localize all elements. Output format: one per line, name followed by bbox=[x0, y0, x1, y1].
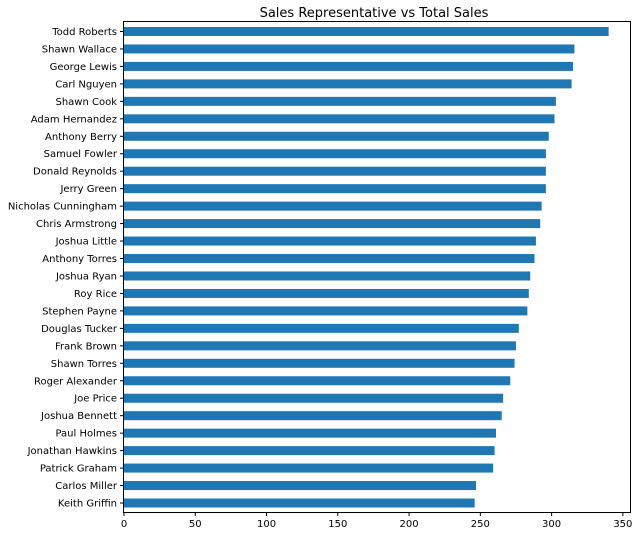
bar bbox=[124, 498, 475, 508]
y-tick-label: Nicholas Cunningham bbox=[8, 202, 117, 213]
y-tick-label: Roger Alexander bbox=[34, 376, 118, 387]
bar bbox=[124, 166, 546, 176]
x-axis-ticks: 0 50 100 150 200 250 300 350 bbox=[121, 512, 632, 530]
bar bbox=[124, 463, 494, 473]
bar bbox=[124, 149, 546, 159]
y-tick-label: Shawn Wallace bbox=[42, 44, 117, 55]
bar bbox=[124, 271, 531, 281]
x-tick-label: 200 bbox=[400, 519, 419, 530]
bar bbox=[124, 79, 572, 89]
y-tick-label: Anthony Berry bbox=[45, 132, 117, 143]
y-tick-label: George Lewis bbox=[50, 62, 117, 73]
bar bbox=[124, 201, 542, 211]
bar bbox=[124, 236, 536, 246]
y-tick-label: Todd Roberts bbox=[51, 27, 117, 38]
y-tick-label: Joshua Little bbox=[55, 237, 117, 248]
y-tick-label: Jerry Green bbox=[59, 184, 117, 195]
bar bbox=[124, 376, 511, 386]
bar bbox=[124, 27, 609, 36]
bar bbox=[124, 131, 549, 141]
y-tick-label: Frank Brown bbox=[55, 341, 117, 352]
y-tick-label: Carl Nguyen bbox=[55, 79, 117, 90]
x-tick-label: 150 bbox=[328, 519, 347, 530]
y-tick-label: Donald Reynolds bbox=[33, 167, 117, 178]
bar bbox=[124, 446, 495, 456]
bar bbox=[124, 393, 504, 403]
bar bbox=[124, 341, 516, 351]
y-tick-label: Douglas Tucker bbox=[41, 324, 118, 335]
bar bbox=[124, 114, 555, 124]
y-tick-label: Paul Holmes bbox=[55, 429, 117, 440]
bar bbox=[124, 184, 546, 194]
y-tick-label: Jonathan Hawkins bbox=[27, 446, 117, 457]
bars-group bbox=[124, 27, 609, 508]
bar bbox=[124, 358, 515, 368]
bar bbox=[124, 219, 541, 229]
y-tick-label: Carlos Miller bbox=[55, 481, 118, 492]
y-tick-label: Chris Armstrong bbox=[36, 219, 117, 230]
x-tick-label: 300 bbox=[542, 519, 561, 530]
y-tick-label: Joe Price bbox=[73, 394, 117, 405]
x-tick-label: 100 bbox=[257, 519, 276, 530]
bar bbox=[124, 61, 573, 71]
bar bbox=[124, 96, 556, 106]
bar bbox=[124, 428, 497, 438]
bar bbox=[124, 44, 575, 54]
bar bbox=[124, 306, 528, 316]
y-tick-label: Shawn Cook bbox=[55, 97, 117, 108]
y-tick-label: Anthony Torres bbox=[42, 254, 117, 265]
plot-frame bbox=[123, 21, 631, 513]
bar bbox=[124, 411, 502, 421]
bar bbox=[124, 288, 529, 298]
x-tick-label: 250 bbox=[471, 519, 490, 530]
x-tick-label: 50 bbox=[189, 519, 202, 530]
y-tick-label: Joshua Ryan bbox=[55, 271, 117, 282]
x-tick-label: 0 bbox=[121, 519, 127, 530]
y-tick-label: Samuel Fowler bbox=[44, 149, 118, 160]
y-tick-label: Patrick Graham bbox=[40, 464, 117, 475]
y-tick-label: Keith Griffin bbox=[58, 499, 117, 510]
bar bbox=[124, 323, 519, 333]
y-axis-ticks: Todd Roberts Shawn Wallace George Lewis Car… bbox=[8, 27, 124, 510]
x-tick-label: 350 bbox=[613, 519, 632, 530]
bar bbox=[124, 481, 477, 491]
chart-title: Sales Representative vs Total Sales bbox=[260, 6, 489, 21]
y-tick-label: Adam Hernandez bbox=[31, 114, 117, 125]
y-tick-label: Joshua Bennett bbox=[40, 411, 117, 422]
y-tick-label: Roy Rice bbox=[74, 289, 117, 300]
bar bbox=[124, 254, 535, 264]
y-tick-label: Stephen Payne bbox=[42, 306, 117, 317]
y-tick-label: Shawn Torres bbox=[51, 359, 117, 370]
